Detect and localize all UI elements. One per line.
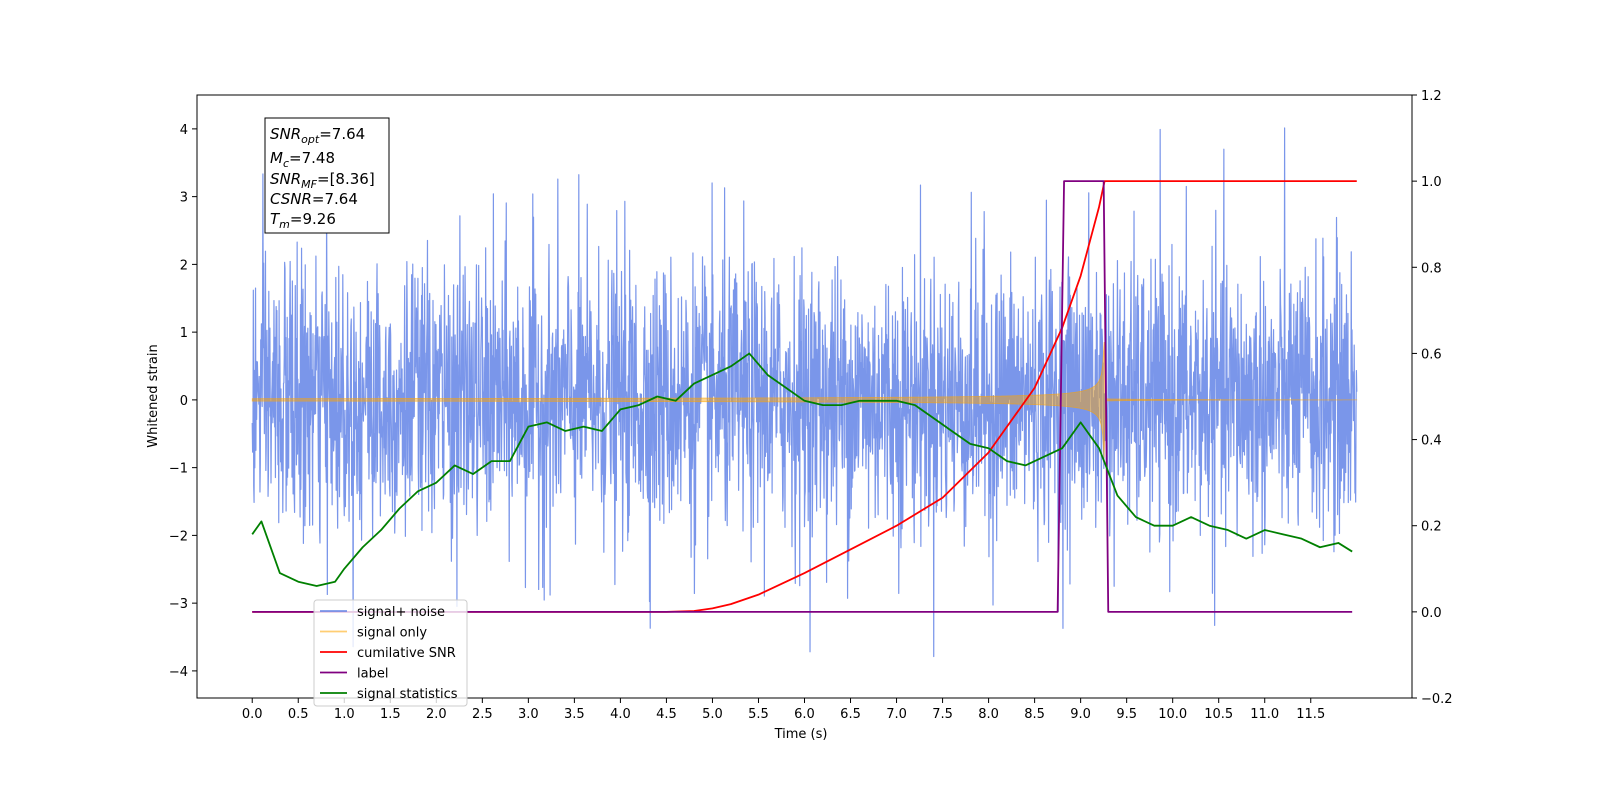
x-tick-label-10: 5.0 bbox=[702, 707, 723, 722]
x-tick-label-5: 2.5 bbox=[472, 707, 493, 722]
y-tick-label-0: 4 bbox=[180, 123, 188, 138]
series-signal-statistics bbox=[251, 352, 1353, 587]
y-tick-label-6: −2 bbox=[169, 529, 188, 544]
y-tick-label-1: 3 bbox=[180, 191, 188, 206]
x-axis-label: Time (s) bbox=[774, 727, 828, 742]
x-tick-label-23: 11.5 bbox=[1296, 707, 1325, 722]
series-signal-noise bbox=[251, 127, 1358, 658]
x-tick-label-22: 11.0 bbox=[1250, 707, 1279, 722]
y2-tick-label-3: 0.6 bbox=[1421, 347, 1442, 362]
series-label bbox=[252, 180, 1353, 613]
x-tick-label-3: 1.5 bbox=[380, 707, 401, 722]
y2-tick-label-5: 0.2 bbox=[1421, 520, 1442, 535]
y-axis-left: 4 3 2 1 0 −1 −2 −3 −4 bbox=[169, 123, 197, 680]
x-tick-label-12: 6.0 bbox=[794, 707, 815, 722]
x-tick-label-19: 9.5 bbox=[1116, 707, 1137, 722]
y-tick-label-8: −4 bbox=[169, 665, 188, 680]
annotation-line-1: Mc=7.48 bbox=[270, 149, 335, 170]
annotation-frame bbox=[264, 117, 390, 234]
x-tick-label-1: 0.5 bbox=[288, 707, 309, 722]
series-cumilative-snr bbox=[252, 180, 1357, 613]
x-tick-label-7: 3.5 bbox=[564, 707, 585, 722]
annotation-line-2: SNRMF=[8.36] bbox=[270, 170, 375, 191]
annotation-line-3: CSNR=7.64 bbox=[270, 190, 358, 208]
x-tick-label-18: 9.0 bbox=[1070, 707, 1091, 722]
x-tick-label-15: 7.5 bbox=[932, 707, 953, 722]
y-tick-label-3: 1 bbox=[180, 326, 188, 341]
y-tick-label-2: 2 bbox=[180, 258, 188, 273]
y2-tick-label-0: 1.2 bbox=[1421, 89, 1442, 104]
x-tick-label-2: 1.0 bbox=[334, 707, 355, 722]
series-layer bbox=[251, 127, 1358, 658]
y2-tick-label-7: −0.2 bbox=[1421, 692, 1453, 707]
annotation-line-4: Tm=9.26 bbox=[270, 210, 336, 231]
y2-tick-label-6: 0.0 bbox=[1421, 606, 1442, 621]
x-tick-label-14: 7.0 bbox=[886, 707, 907, 722]
x-tick-label-13: 6.5 bbox=[840, 707, 861, 722]
y-tick-label-7: −3 bbox=[169, 597, 188, 612]
x-tick-label-9: 4.5 bbox=[656, 707, 677, 722]
x-tick-label-6: 3.0 bbox=[518, 707, 539, 722]
y2-tick-label-1: 1.0 bbox=[1421, 175, 1442, 190]
y-axis-label: Whitened strain bbox=[146, 344, 161, 447]
legend-frame bbox=[313, 599, 468, 707]
legend: signal+ noise signal only cumilative SNR la… bbox=[313, 599, 468, 707]
legend-label-4: signal statistics bbox=[357, 687, 458, 702]
x-tick-label-20: 10.0 bbox=[1158, 707, 1187, 722]
y-axis-right: 1.2 1.0 0.8 0.6 0.4 0.2 0.0 −0.2 bbox=[1412, 89, 1453, 707]
x-tick-label-21: 10.5 bbox=[1204, 707, 1233, 722]
x-tick-label-16: 8.0 bbox=[978, 707, 999, 722]
legend-label-3: label bbox=[357, 667, 388, 682]
x-tick-label-11: 5.5 bbox=[748, 707, 769, 722]
y-tick-label-4: 0 bbox=[180, 394, 188, 409]
annotation-line-0: SNRopt=7.64 bbox=[270, 125, 365, 146]
y2-tick-label-2: 0.8 bbox=[1421, 261, 1442, 276]
x-axis: 0.0 0.5 1.0 1.5 2.0 2.5 3.0 3.5 4.0 4.5 5.0 5.5 6.0 6… bbox=[242, 698, 1325, 722]
x-tick-label-4: 2.0 bbox=[426, 707, 447, 722]
legend-label-0: signal+ noise bbox=[357, 605, 445, 620]
legend-label-1: signal only bbox=[357, 626, 427, 641]
x-tick-label-0: 0.0 bbox=[242, 707, 263, 722]
legend-label-2: cumilative SNR bbox=[357, 646, 456, 661]
y-tick-label-5: −1 bbox=[169, 462, 188, 477]
x-tick-label-8: 4.0 bbox=[610, 707, 631, 722]
y2-tick-label-4: 0.4 bbox=[1421, 434, 1442, 449]
x-tick-label-17: 8.5 bbox=[1024, 707, 1045, 722]
